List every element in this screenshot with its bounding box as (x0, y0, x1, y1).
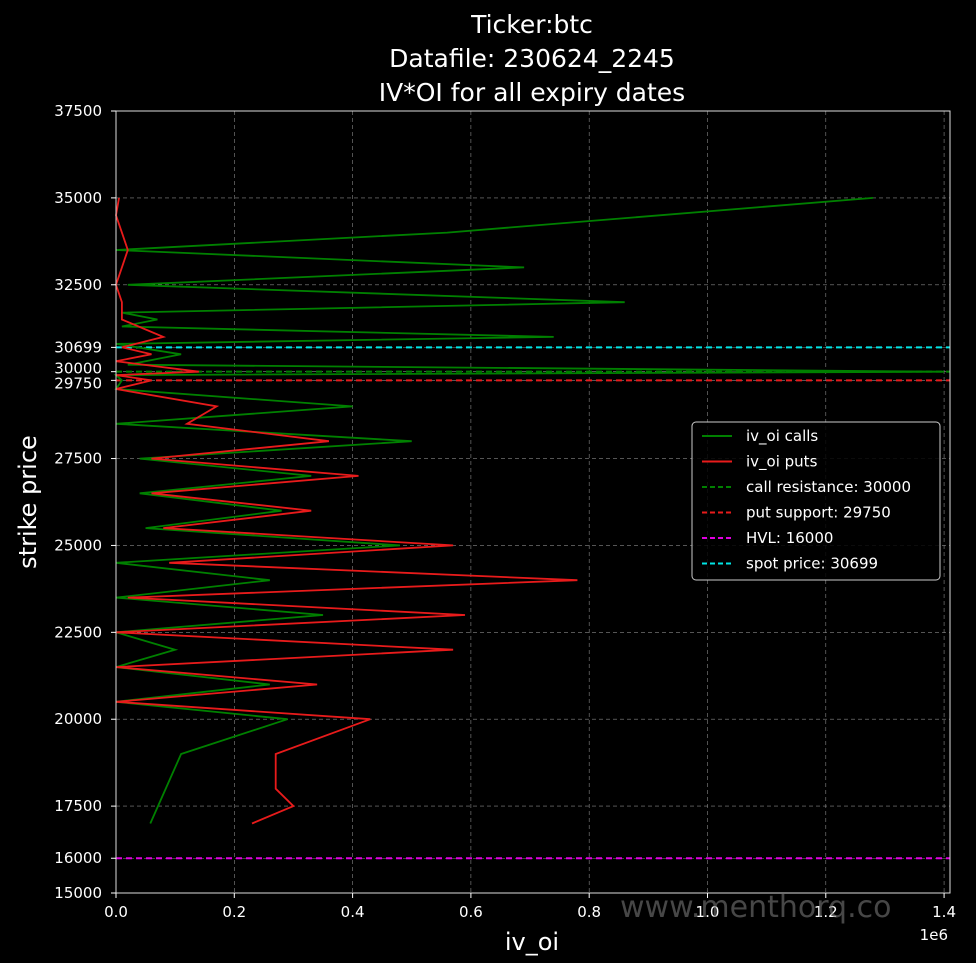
y-axis-ticks: 15000 16000 17500 20000 22500 25000 27500 29750… (54, 102, 116, 902)
y-tick-label: 20000 (54, 710, 102, 728)
x-tick-label: 0.2 (222, 903, 246, 921)
series-line (115, 197, 578, 825)
y-tick-label: 15000 (54, 884, 102, 902)
y-tick-label: 30699 (54, 338, 102, 356)
y-tick-label: 22500 (54, 623, 102, 641)
chart-title-line: IV*OI for all expiry dates (379, 78, 685, 107)
x-tick-label: 0.8 (577, 903, 601, 921)
y-tick-label: 35000 (54, 189, 102, 207)
legend-label: call resistance: 30000 (746, 478, 911, 496)
legend-label: spot price: 30699 (746, 555, 878, 573)
x-axis-label: iv_oi (505, 928, 559, 956)
y-tick-label: 32500 (54, 276, 102, 294)
x-tick-label: 1.4 (932, 903, 956, 921)
y-tick-label: 27500 (54, 450, 102, 468)
x-axis-ticks: 0.0 0.2 0.4 0.6 0.8 1.0 1.2 1.4 (104, 893, 956, 921)
legend-label: put support: 29750 (746, 504, 891, 522)
x-tick-label: 0.0 (104, 903, 128, 921)
axes (115, 110, 951, 894)
y-tick-label: 30000 (54, 360, 102, 378)
legend-label: iv_oi puts (746, 453, 818, 472)
series-lines (113, 197, 945, 825)
legend-label: HVL: 16000 (746, 529, 833, 547)
y-tick-label: 29750 (54, 374, 102, 392)
x-tick-label: 0.6 (459, 903, 483, 921)
x-tick-label: 0.4 (341, 903, 365, 921)
y-axis-label: strike price (14, 435, 42, 569)
y-tick-label: 25000 (54, 536, 102, 554)
legend-box (691, 421, 941, 581)
plot-frame (115, 110, 951, 894)
x-tick-label: 1.0 (696, 903, 720, 921)
chart-title: Ticker:btc Datafile: 230624_2245 IV*OI for… (379, 10, 685, 107)
legend: iv_oi calls iv_oi puts call resistance: 30… (691, 421, 941, 581)
chart-title-line: Ticker:btc (470, 10, 593, 39)
legend-label: iv_oi calls (746, 427, 818, 446)
chart-title-line: Datafile: 230624_2245 (389, 44, 675, 73)
x-offset-text: 1e6 (920, 926, 948, 944)
y-tick-label: 37500 (54, 102, 102, 120)
y-tick-label: 16000 (54, 849, 102, 867)
y-tick-label: 17500 (54, 797, 102, 815)
x-tick-label: 1.2 (814, 903, 838, 921)
watermark: www.menthorq.co (620, 890, 891, 925)
